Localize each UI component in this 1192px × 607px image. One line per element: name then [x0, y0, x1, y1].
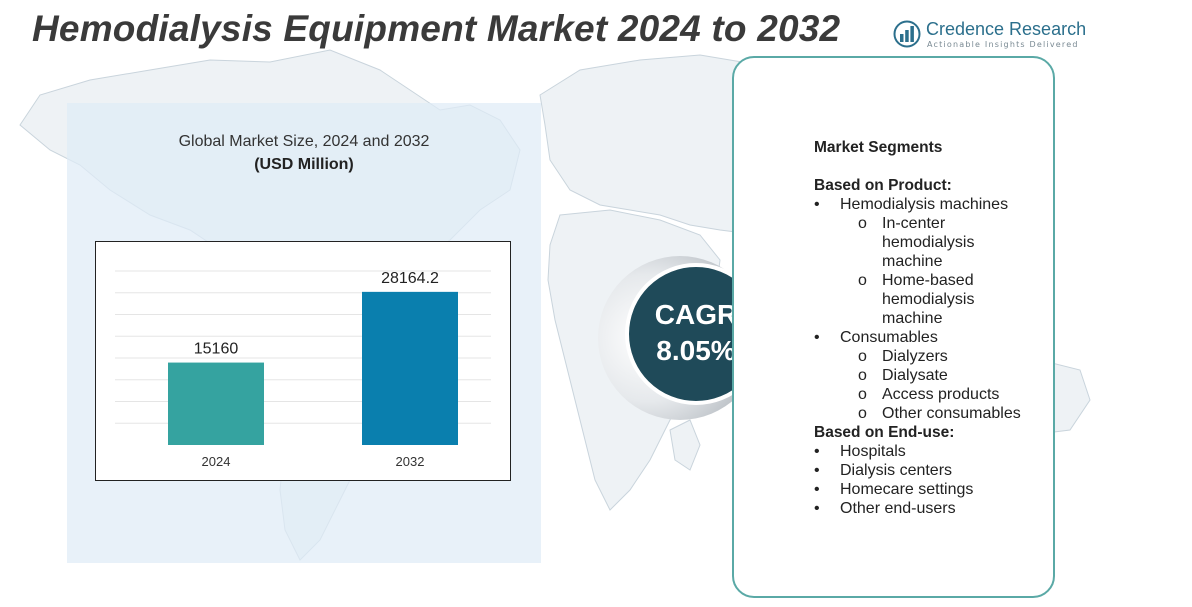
list-item: • Other end-users	[814, 499, 956, 518]
segment-hemodialysis-machines: Hemodialysis machines	[840, 196, 1009, 213]
list-item: hemodialysis	[814, 233, 974, 252]
list-item: o Home-based	[814, 271, 974, 290]
cagr-value: 8.05%	[656, 335, 736, 366]
bar-chart-globe-icon	[893, 20, 921, 48]
sub-bullet: o	[858, 405, 867, 422]
list-item: • Consumables	[814, 328, 954, 347]
list-item: machine	[814, 252, 954, 271]
logo-name: Credence Research	[926, 19, 1087, 39]
segment-home-based-line2: hemodialysis	[882, 291, 975, 308]
segment-other-consumables: Other consumables	[882, 405, 1021, 422]
bar-2032	[362, 291, 458, 445]
logo-tagline: Actionable Insights Delivered	[927, 40, 1079, 49]
list-item: o Access products	[814, 385, 999, 404]
list-item: o Dialyzers	[814, 347, 954, 366]
page-title: Hemodialysis Equipment Market 2024 to 20…	[32, 8, 841, 49]
segment-hospitals: Hospitals	[840, 443, 906, 460]
list-item: machine	[814, 309, 954, 328]
sub-bullet: o	[858, 215, 867, 232]
list-item: hemodialysis	[814, 290, 974, 309]
segments-list: Market Segments Based on Product: • Hemo…	[814, 138, 1021, 518]
bar-2024	[168, 362, 264, 445]
segment-other-end-users: Other end-users	[840, 500, 956, 517]
bullet: •	[814, 329, 820, 346]
segment-dialyzers: Dialyzers	[882, 348, 948, 365]
data-label-2024: 15160	[194, 341, 239, 358]
cagr-label: CAGR	[654, 299, 738, 330]
sub-bullet: o	[858, 386, 867, 403]
data-label-2032: 28164.2	[381, 270, 439, 287]
segment-in-center-line2: hemodialysis	[882, 234, 975, 251]
x-tick-label-2024: 2024	[202, 454, 231, 469]
list-item: o In-center	[814, 214, 954, 233]
segment-dialysis-centers: Dialysis centers	[840, 462, 953, 479]
chart-unit: (USD Million)	[254, 156, 354, 173]
list-item: o Other consumables	[814, 404, 1021, 423]
enduse-heading: Based on End-use:	[814, 424, 955, 441]
bullet: •	[814, 462, 820, 479]
sub-bullet: o	[858, 348, 867, 365]
bullet: •	[814, 443, 820, 460]
list-item: • Hemodialysis machines	[814, 195, 1008, 214]
segment-consumables: Consumables	[840, 329, 938, 346]
list-item: • Dialysis centers	[814, 461, 954, 480]
segment-dialysate: Dialysate	[882, 367, 948, 384]
segment-access-products: Access products	[882, 386, 1000, 403]
bullet: •	[814, 196, 820, 213]
list-item: • Homecare settings	[814, 480, 973, 499]
chart-title: Global Market Size, 2024 and 2032	[178, 133, 430, 150]
sub-bullet: o	[858, 367, 867, 384]
segment-in-center-line3: machine	[882, 253, 943, 270]
product-heading: Based on Product:	[814, 177, 952, 194]
segments-heading: Market Segments	[814, 139, 943, 156]
bullet: •	[814, 500, 820, 517]
segment-home-based-line3: machine	[882, 310, 943, 327]
bullet: •	[814, 481, 820, 498]
segment-in-center-line1: In-center	[882, 215, 946, 232]
segment-home-based-line1: Home-based	[882, 272, 974, 289]
segment-homecare-settings: Homecare settings	[840, 481, 974, 498]
sub-bullet: o	[858, 272, 867, 289]
x-tick-label-2032: 2032	[396, 454, 425, 469]
credence-research-logo: Credence Research Actionable Insights De…	[893, 18, 1086, 52]
list-item: o Dialysate	[814, 366, 954, 385]
market-segments-box: Market Segments Based on Product: • Hemo…	[732, 56, 1055, 598]
market-size-bar-chart: 15160 2024 28164.2 2032	[95, 241, 511, 481]
list-item: • Hospitals	[814, 442, 954, 461]
chart-panel: Global Market Size, 2024 and 2032 (USD M…	[67, 103, 541, 563]
